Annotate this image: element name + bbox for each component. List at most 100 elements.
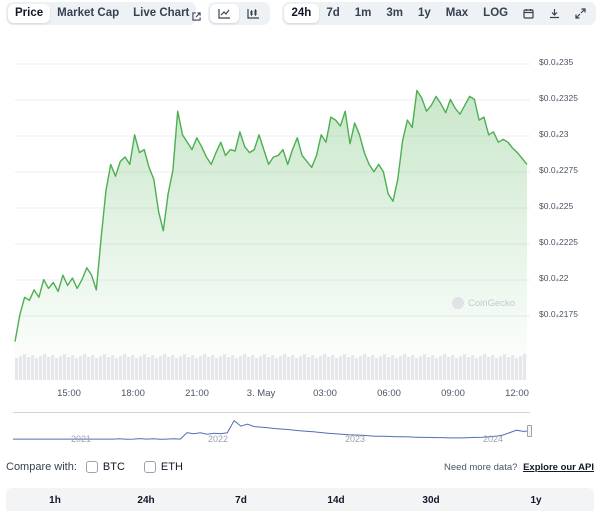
- volume-bar: [27, 357, 31, 380]
- volume-bar: [95, 358, 99, 380]
- tab-market-cap[interactable]: Market Cap: [57, 6, 120, 19]
- period-30d[interactable]: 30d: [422, 495, 440, 506]
- need-more-data-text: Need more data?: [444, 461, 518, 473]
- range-24h[interactable]: 24h: [284, 3, 319, 23]
- range-max[interactable]: Max: [445, 6, 469, 19]
- tab-price[interactable]: Price: [8, 3, 51, 23]
- volume-bar: [283, 354, 287, 380]
- volume-bar: [499, 356, 503, 380]
- x-tick-label: 03:00: [313, 388, 337, 399]
- compare-eth-label[interactable]: ETH: [160, 461, 183, 473]
- volume-bar: [495, 358, 499, 380]
- volume-bar: [363, 354, 367, 380]
- period-1h[interactable]: 1h: [49, 495, 61, 506]
- volume-bar: [379, 356, 383, 380]
- range-1m[interactable]: 1m: [354, 6, 372, 19]
- volume-bar: [367, 357, 371, 380]
- volume-bar: [243, 354, 247, 380]
- calendar-button[interactable]: [516, 4, 542, 23]
- explore-api-link[interactable]: Explore our API: [523, 461, 594, 473]
- period-14d[interactable]: 14d: [327, 495, 345, 506]
- volume-bar: [351, 355, 355, 380]
- overview-line-svg: [13, 419, 530, 440]
- volume-bar: [147, 357, 151, 380]
- volume-bar: [63, 354, 67, 380]
- volume-bar: [231, 355, 235, 380]
- volume-bars: [15, 354, 527, 380]
- external-link-icon: [192, 9, 202, 21]
- volume-bar: [47, 357, 51, 380]
- x-tick-label: 21:00: [185, 388, 209, 399]
- volume-bar: [427, 357, 431, 380]
- volume-bar: [87, 357, 91, 380]
- volume-bar: [199, 356, 203, 380]
- compare-btc-checkbox[interactable]: [85, 461, 98, 473]
- volume-bar: [507, 357, 511, 380]
- volume-bar: [315, 358, 319, 380]
- volume-bar: [91, 355, 95, 380]
- coingecko-watermark: CoinGecko: [452, 297, 515, 309]
- volume-bar: [83, 354, 87, 380]
- volume-bar: [155, 358, 159, 380]
- volume-bar: [519, 356, 523, 380]
- volume-bar: [119, 356, 123, 380]
- volume-bar: [167, 357, 171, 380]
- volume-bar: [99, 356, 103, 380]
- x-tick-label: 18:00: [121, 388, 145, 399]
- volume-bar: [335, 358, 339, 380]
- period-1y[interactable]: 1y: [530, 495, 542, 506]
- volume-bar: [443, 354, 447, 380]
- volume-bar: [251, 355, 255, 380]
- navigator-handle[interactable]: [527, 425, 532, 437]
- volume-bar: [375, 358, 379, 380]
- volume-bar: [267, 357, 271, 380]
- download-icon: [549, 8, 560, 19]
- range-1y[interactable]: 1y: [418, 6, 431, 19]
- volume-bar: [191, 355, 195, 380]
- volume-bar: [55, 358, 59, 380]
- period-7d[interactable]: 7d: [235, 495, 247, 506]
- expand-button[interactable]: [568, 4, 594, 23]
- volume-bar: [239, 356, 243, 380]
- range-3m[interactable]: 3m: [386, 6, 403, 19]
- volume-bar: [43, 354, 47, 380]
- volume-bar: [339, 356, 343, 380]
- price-chart[interactable]: $0.0₄235 $0.0₄2325 $0.0₄23 $0.0₄2275 $0.…: [0, 40, 600, 380]
- volume-bar: [259, 356, 263, 380]
- volume-bar: [219, 356, 223, 380]
- volume-bar: [371, 355, 375, 380]
- volume-bar: [215, 358, 219, 380]
- line-chart-button[interactable]: [210, 3, 239, 23]
- volume-bar: [331, 355, 335, 380]
- compare-eth-checkbox[interactable]: [143, 461, 156, 473]
- tab-live-chart[interactable]: Live Chart: [126, 4, 208, 23]
- volume-bar: [395, 358, 399, 380]
- volume-bar: [195, 358, 199, 380]
- volume-bar: [263, 354, 267, 380]
- volume-bar: [39, 356, 43, 380]
- compare-label: Compare with:: [6, 461, 77, 473]
- volume-bar: [399, 356, 403, 380]
- candlestick-button[interactable]: [239, 4, 268, 23]
- volume-bar: [223, 354, 227, 380]
- volume-bar: [415, 358, 419, 380]
- range-selector: 24h 7d 1m 3m 1y Max LOG: [282, 1, 596, 25]
- y-tick-label: $0.0₄2175: [539, 309, 578, 319]
- volume-bar: [355, 358, 359, 380]
- y-tick-label: $0.0₄2275: [539, 165, 578, 175]
- overview-navigator[interactable]: 2021 2022 2023 2024: [13, 412, 532, 444]
- view-tabs: Price Market Cap Live Chart: [6, 1, 202, 25]
- volume-bar: [15, 358, 19, 380]
- download-button[interactable]: [542, 4, 568, 23]
- compare-btc-label[interactable]: BTC: [102, 461, 125, 473]
- volume-bar: [435, 358, 439, 380]
- y-tick-label: $0.0₄2325: [539, 93, 578, 103]
- volume-bar: [203, 354, 207, 380]
- period-24h[interactable]: 24h: [137, 495, 155, 506]
- log-scale-toggle[interactable]: LOG: [483, 6, 509, 19]
- range-7d[interactable]: 7d: [326, 6, 340, 19]
- year-label: 2022: [208, 434, 229, 444]
- y-tick-label: $0.0₄225: [539, 201, 574, 211]
- volume-bar: [407, 357, 411, 380]
- volume-bar: [79, 356, 83, 380]
